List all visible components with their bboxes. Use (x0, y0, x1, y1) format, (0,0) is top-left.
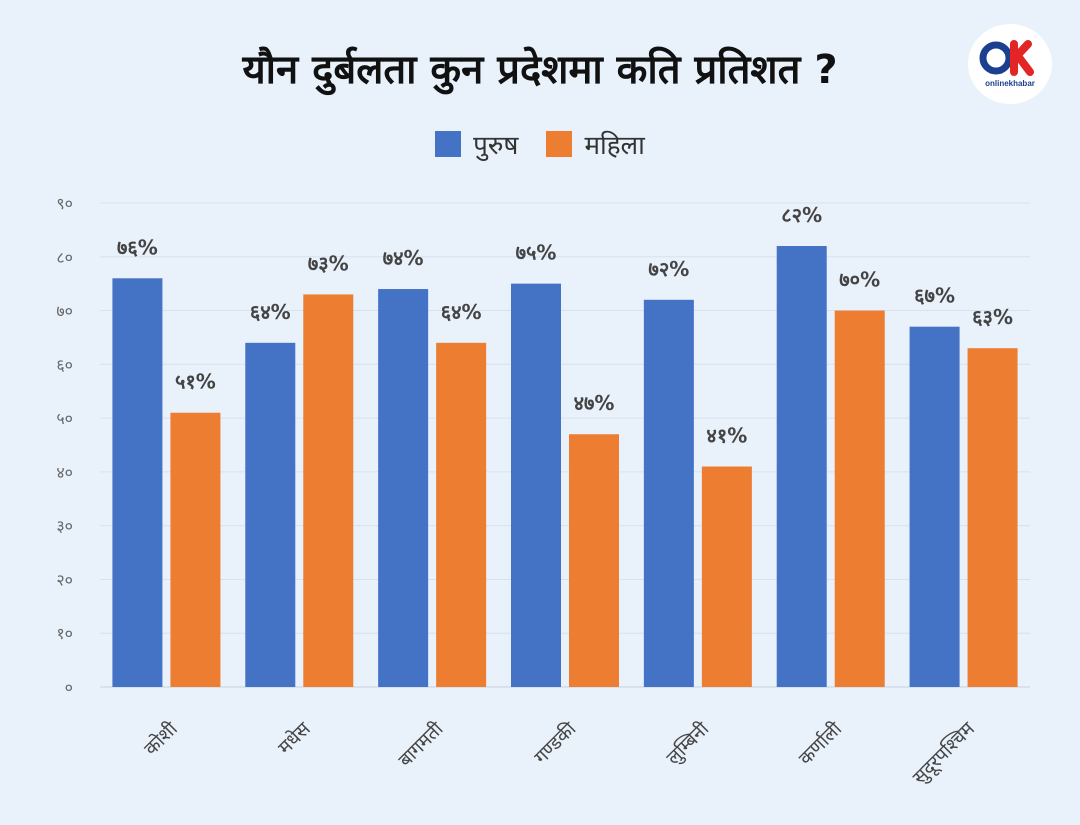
bar-female (303, 294, 354, 687)
bar-male (643, 299, 694, 687)
data-label: ८२% (781, 203, 822, 227)
chart-title: यौन दुर्बलता कुन प्रदेशमा कति प्रतिशत ? (242, 47, 838, 93)
data-label: ७५% (516, 241, 557, 265)
y-tick-label: ० (65, 678, 73, 697)
x-tick-label: लुम्बिनी (662, 717, 715, 770)
legend-label-female: महिला (584, 131, 645, 161)
bar-female (834, 310, 885, 687)
data-label: ६४% (250, 300, 291, 324)
legend-item-male: पुरुष (435, 126, 518, 162)
bar-male (112, 278, 163, 687)
legend-swatch-female (546, 131, 573, 157)
data-label: ७४% (383, 246, 424, 270)
x-tick-label: सुदूरपश्चिम (908, 717, 981, 790)
legend-label-male: पुरुष (473, 131, 519, 161)
bar-male (909, 326, 960, 687)
bar-male (378, 289, 429, 687)
bar-female (701, 466, 752, 687)
data-label: ६४% (441, 300, 482, 324)
bar-male (511, 283, 561, 687)
data-label: ६३% (972, 305, 1013, 329)
data-label: ४१% (706, 424, 747, 448)
onlinekhabar-logo: onlinekhabar (968, 24, 1052, 104)
data-label: ७६% (117, 235, 158, 259)
bar-female (569, 434, 619, 687)
data-label: ७२% (648, 257, 689, 281)
legend-swatch-male (435, 131, 462, 157)
data-label: ७०% (839, 268, 880, 292)
x-tick-label: मधेस (273, 716, 315, 758)
y-tick-label: १० (56, 624, 73, 643)
y-tick-label: ८० (56, 248, 73, 267)
legend: पुरुष महिला (0, 126, 1080, 162)
y-tick-label: ७० (56, 302, 73, 321)
x-tick-label: बागमती (394, 717, 449, 772)
x-tick-label: कर्णाली (794, 717, 847, 770)
data-label: ४७% (574, 391, 615, 415)
bar-female (170, 412, 221, 687)
x-tick-label: कोशी (139, 717, 182, 760)
bar-male (776, 246, 827, 687)
data-label: ६७% (914, 284, 955, 308)
y-tick-label: २० (56, 570, 73, 589)
svg-text:onlinekhabar: onlinekhabar (985, 79, 1035, 88)
bar-male (245, 342, 296, 687)
y-tick-label: ४० (56, 463, 73, 482)
y-tick-label: ६० (56, 355, 73, 374)
data-label: ७३% (308, 251, 349, 275)
bar-female (967, 348, 1018, 687)
y-tick-label: ३० (56, 517, 73, 536)
x-tick-label: गण्डकी (529, 717, 581, 769)
bar-female (436, 342, 487, 687)
legend-item-female: महिला (546, 126, 645, 162)
data-label: ५१% (175, 370, 216, 394)
y-tick-label: ९० (56, 194, 73, 213)
y-tick-label: ५० (56, 409, 73, 428)
